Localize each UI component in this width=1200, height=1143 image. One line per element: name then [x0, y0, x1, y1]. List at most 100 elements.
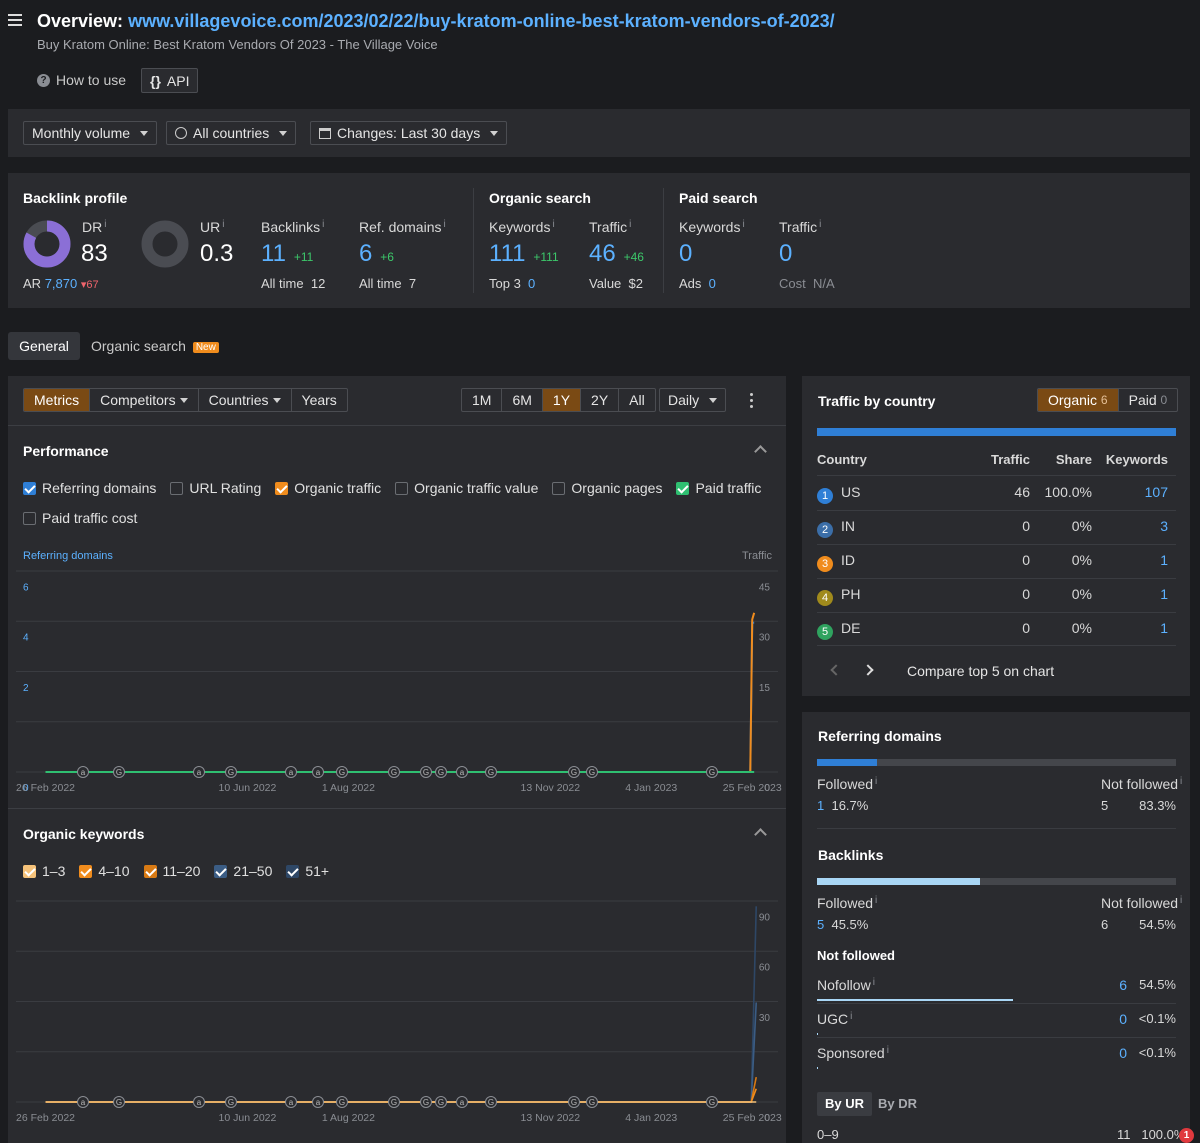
how-to-use-link[interactable]: ? How to use	[37, 72, 126, 88]
chevron-down-icon	[179, 397, 188, 403]
range-1m[interactable]: 1M	[462, 389, 503, 411]
checkbox-label: 1–3	[42, 863, 66, 879]
refdomains-follow-bar	[817, 759, 1176, 766]
country-row[interactable]: 4 PH 0 0% 1	[817, 586, 1176, 606]
divider	[817, 544, 1176, 545]
country-row[interactable]: 2 IN 0 0% 3	[817, 518, 1176, 538]
volume-dropdown[interactable]: Monthly volume	[23, 121, 158, 145]
changes-dropdown[interactable]: Changes: Last 30 days	[310, 121, 508, 145]
organic-search-title: Organic search	[489, 190, 591, 206]
paid-traffic-value[interactable]: 0	[779, 240, 793, 267]
keyword-range-checkbox[interactable]: 51+	[286, 863, 329, 879]
refdomains-label: Ref. domains i	[359, 219, 446, 235]
event-marker	[336, 1096, 348, 1108]
keyword-range-checkbox[interactable]: 11–20	[143, 863, 200, 879]
type-bar	[817, 1033, 818, 1035]
range-all[interactable]: All	[629, 392, 645, 408]
ar-value[interactable]: 7,870	[44, 276, 78, 291]
type-count[interactable]: 0	[1119, 1011, 1127, 1027]
api-button[interactable]: {} API	[141, 68, 199, 93]
tab-organic-search[interactable]: Organic search New	[91, 332, 219, 360]
keyword-range-checkbox[interactable]: 4–10	[79, 863, 130, 879]
event-marker-label: G	[391, 1098, 397, 1107]
series-line	[45, 621, 755, 773]
countries-tab[interactable]: Countries	[199, 389, 292, 411]
country-row[interactable]: 1 US 46 100.0% 107	[817, 484, 1176, 504]
more-options-icon[interactable]	[750, 393, 754, 408]
col-country: Country	[817, 452, 867, 467]
event-marker	[586, 766, 598, 778]
range-2y[interactable]: 2Y	[581, 389, 620, 411]
competitors-tab[interactable]: Competitors	[90, 389, 199, 411]
type-count[interactable]: 6	[1119, 977, 1127, 993]
performance-checkbox[interactable]: Organic traffic	[275, 480, 381, 496]
checkbox-label: Paid traffic	[695, 480, 762, 496]
event-marker-label: G	[116, 1098, 122, 1107]
series-line	[45, 612, 756, 773]
paid-keywords-value[interactable]: 0	[679, 240, 693, 267]
performance-checkbox[interactable]: URL Rating	[170, 480, 261, 496]
backlinks-value[interactable]: 11	[261, 240, 286, 267]
cost-row: Cost N/A	[779, 276, 835, 291]
by-ur-tab[interactable]: By UR	[817, 1092, 873, 1116]
event-marker	[225, 766, 237, 778]
organic-keywords-value[interactable]: 111	[489, 240, 526, 267]
by-dr-tab[interactable]: By DR	[878, 1096, 918, 1111]
event-marker-label: G	[116, 768, 122, 777]
organic-traffic-value[interactable]: 46	[589, 240, 616, 267]
country-keywords[interactable]: 1	[1160, 586, 1168, 602]
event-marker-label: G	[589, 768, 595, 777]
type-count[interactable]: 0	[1119, 1045, 1127, 1061]
years-tab[interactable]: Years	[301, 392, 337, 408]
country-row[interactable]: 5 DE 0 0% 1	[817, 620, 1176, 640]
compare-top5-link[interactable]: Compare top 5 on chart	[907, 663, 1055, 679]
not-followed-type-row[interactable]: Sponsored i 0 <0.1%	[817, 1045, 1176, 1073]
notification-badge[interactable]: 1	[1179, 1128, 1194, 1143]
event-marker	[193, 766, 205, 778]
performance-checkbox[interactable]: Paid traffic	[676, 480, 761, 496]
performance-checkbox[interactable]: Organic pages	[552, 480, 662, 496]
bl-followed-count[interactable]: 5	[817, 917, 825, 932]
range-6m[interactable]: 6M	[502, 389, 543, 411]
not-followed-type-row[interactable]: UGC i 0 <0.1%	[817, 1011, 1176, 1039]
country-keywords[interactable]: 3	[1160, 518, 1168, 534]
performance-checkbox[interactable]: Organic traffic value	[395, 480, 538, 496]
country-keywords[interactable]: 1	[1160, 620, 1168, 636]
bl-not-followed-values: 6 54.5%	[1101, 917, 1176, 932]
divider	[817, 578, 1176, 579]
not-followed-type-row[interactable]: Nofollow i 6 54.5%	[817, 977, 1176, 1005]
backlinks-alltime: All time 12	[261, 276, 326, 291]
refdomains-value-row: 6 +6	[359, 240, 394, 268]
event-marker-label: a	[81, 768, 86, 777]
metrics-tab[interactable]: Metrics	[24, 389, 91, 411]
country-keywords[interactable]: 1	[1160, 552, 1168, 568]
tab-general[interactable]: General	[8, 332, 80, 360]
range-1y[interactable]: 1Y	[542, 389, 582, 411]
keyword-range-checkbox[interactable]: 21–50	[214, 863, 272, 879]
x-tick-label: 25 Feb 2023	[723, 1112, 782, 1124]
title-url[interactable]: www.villagevoice.com/2023/02/22/buy-krat…	[128, 11, 835, 31]
divider	[817, 612, 1176, 613]
rd-followed-count[interactable]: 1	[817, 798, 825, 813]
performance-checkbox[interactable]: Paid traffic cost	[23, 510, 761, 526]
country-traffic: 0	[1022, 586, 1030, 602]
refdomains-value[interactable]: 6	[359, 240, 373, 267]
checkbox-icon	[552, 482, 566, 495]
event-marker	[193, 1096, 205, 1108]
country-keywords[interactable]: 107	[1144, 484, 1168, 500]
organic-keywords-label: Keywords i	[489, 219, 555, 235]
countries-dropdown[interactable]: All countries	[166, 121, 297, 145]
top3-value[interactable]: 0	[528, 276, 536, 291]
traffic-by-country-title: Traffic by country	[818, 393, 936, 409]
checkbox-icon	[170, 482, 184, 495]
paid-toggle[interactable]: Paid 0	[1128, 392, 1168, 408]
country-row[interactable]: 3 ID 0 0% 1	[817, 552, 1176, 572]
interval-dropdown[interactable]: Daily	[659, 388, 727, 412]
keyword-range-checkbox[interactable]: 1–3	[23, 863, 65, 879]
ads-value[interactable]: 0	[708, 276, 716, 291]
organic-toggle[interactable]: Organic 6	[1038, 389, 1119, 411]
metrics-divider	[473, 188, 474, 293]
dr-label: DR i	[82, 219, 107, 235]
menu-icon[interactable]	[8, 14, 22, 26]
performance-checkbox[interactable]: Referring domains	[23, 480, 156, 496]
